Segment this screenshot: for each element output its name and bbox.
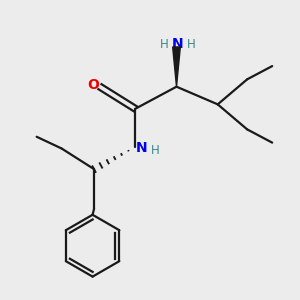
Polygon shape [173, 47, 180, 87]
Text: H: H [187, 38, 196, 51]
Text: H: H [160, 38, 169, 51]
Text: N: N [136, 141, 148, 154]
Text: O: O [88, 78, 99, 92]
Text: H: H [151, 144, 160, 157]
Text: N: N [172, 37, 184, 51]
